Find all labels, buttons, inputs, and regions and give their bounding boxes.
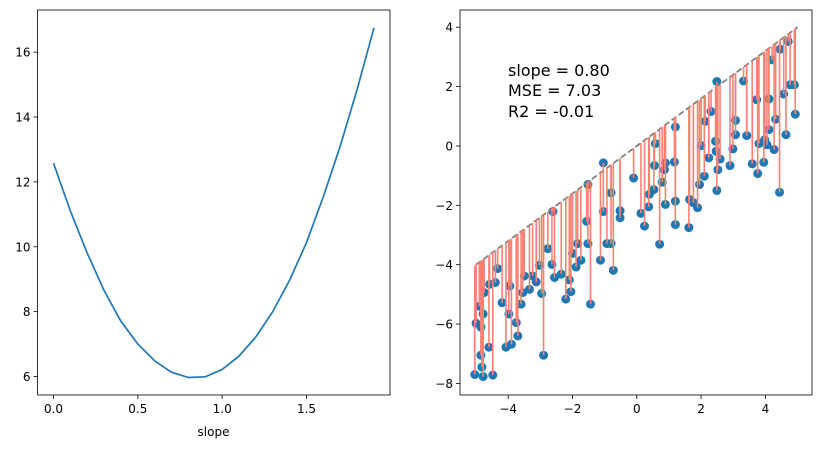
x-tick-label: 0.5 bbox=[128, 402, 147, 416]
x-tick-label: −4 bbox=[499, 402, 517, 416]
axes-frame bbox=[37, 9, 391, 396]
y-tick-label: −4 bbox=[435, 258, 453, 272]
y-tick-label: −2 bbox=[435, 199, 453, 213]
y-tick-label: 2 bbox=[445, 80, 453, 94]
y-tick-label: 16 bbox=[15, 46, 30, 60]
x-tick-label: −2 bbox=[564, 402, 582, 416]
annotation-mse: MSE = 7.03 bbox=[508, 81, 601, 100]
y-tick-label: 12 bbox=[15, 175, 30, 189]
mse-vs-slope-axes: slope 0.0 0.5 1.0 1.5 6 8 10 12 14 16 bbox=[15, 9, 391, 439]
x-tick-label: 2 bbox=[697, 402, 705, 416]
x-tick-label: 0.0 bbox=[44, 402, 63, 416]
annotation-slope: slope = 0.80 bbox=[508, 61, 610, 80]
axes-frame bbox=[459, 9, 813, 396]
x-tick-label: 0 bbox=[633, 402, 641, 416]
plot-layer bbox=[470, 26, 800, 382]
fit-line bbox=[475, 26, 799, 266]
y-tick-label: −8 bbox=[435, 377, 453, 391]
x-tick-label: 1.5 bbox=[297, 402, 316, 416]
y-tick-label: 0 bbox=[445, 139, 453, 153]
x-tick-label: 4 bbox=[762, 402, 770, 416]
annotation-r2: R2 = -0.01 bbox=[508, 102, 594, 121]
y-tick-label: 10 bbox=[15, 240, 30, 254]
mse-curve bbox=[52, 27, 375, 379]
y-tick-label: 4 bbox=[445, 21, 453, 35]
regression-fit-axes: slope = 0.80 MSE = 7.03 R2 = -0.01 −4 −2 0… bbox=[435, 9, 813, 416]
x-axis-label: slope bbox=[198, 425, 230, 439]
y-tick-label: 8 bbox=[23, 305, 31, 319]
y-tick-label: 14 bbox=[15, 111, 30, 125]
y-tick-label: −6 bbox=[435, 318, 453, 332]
y-tick-label: 6 bbox=[23, 370, 31, 384]
x-tick-label: 1.0 bbox=[213, 402, 232, 416]
